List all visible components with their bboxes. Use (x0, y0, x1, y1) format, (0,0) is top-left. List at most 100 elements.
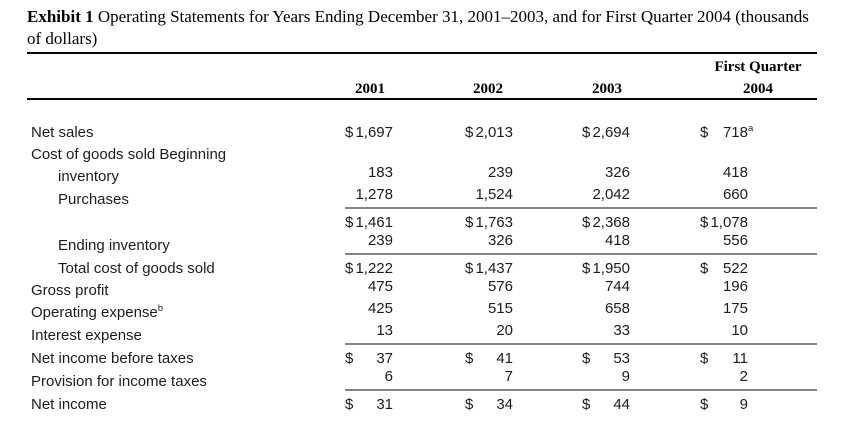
amount-value: 53 (613, 350, 630, 367)
amount-value: 34 (496, 396, 513, 413)
currency-sign: $ (700, 260, 709, 277)
amount-value: 2 (739, 368, 748, 385)
amount-value: 515 (487, 300, 513, 317)
currency-sign: $ (345, 260, 354, 277)
operating-statements-table: First Quarter 2001 2002 2003 2004 Net sa… (27, 54, 817, 413)
row-label: Net income (31, 396, 107, 413)
value-cell: $34 (462, 390, 582, 413)
amount: 6 (345, 368, 393, 385)
value-cell: $44 (582, 390, 699, 413)
currency-sign: $ (700, 124, 709, 141)
value-cell: $1,763 (462, 208, 582, 231)
amount-value: 1,222 (355, 260, 393, 277)
value-cell: 744 (582, 277, 699, 299)
amount-value: 20 (496, 322, 513, 339)
value-cell (345, 141, 462, 163)
value-cell: 239 (462, 163, 582, 185)
currency-sign: $ (700, 214, 709, 231)
table-row: Ending inventory 239 326 418 556 (27, 231, 817, 255)
value-cell: $522 (699, 254, 817, 277)
row-label: Gross profit (31, 282, 109, 299)
amount-value: 7 (504, 368, 513, 385)
amount-value: 196 (722, 278, 748, 295)
amount: 20 (465, 322, 513, 339)
value-cell: 2,042 (582, 185, 699, 209)
amount-value: 6 (384, 368, 393, 385)
amount: $11 (700, 350, 748, 367)
row-label (27, 208, 345, 231)
value-cell: 475 (345, 277, 462, 299)
amount-value: 37 (376, 350, 393, 367)
currency-sign: $ (345, 396, 354, 413)
value-cell: $2,368 (582, 208, 699, 231)
currency-sign: $ (465, 396, 474, 413)
value-cell: 183 (345, 163, 462, 185)
value-cell: 515 (462, 299, 582, 321)
amount: $1,222 (345, 260, 393, 277)
value-cell: $9 (699, 390, 817, 413)
value-cell: 33 (582, 321, 699, 345)
row-label: Purchases (58, 191, 129, 208)
amount-value: 326 (604, 164, 630, 181)
amount-value: 1,697 (355, 124, 393, 141)
value-cell: 9 (582, 367, 699, 391)
value-cell: 196 (699, 277, 817, 299)
amount: 418 (700, 164, 748, 181)
table-row: inventory 183 239 326 418 (27, 163, 817, 185)
amount-value: 1,524 (475, 186, 513, 203)
amount: $53 (582, 350, 630, 367)
currency-sign: $ (582, 350, 591, 367)
value-cell: $1,461 (345, 208, 462, 231)
amount: 744 (582, 278, 630, 295)
table-header: First Quarter 2001 2002 2003 2004 (27, 54, 817, 100)
amount-value: 175 (722, 300, 748, 317)
row-label: Interest expense (31, 327, 142, 344)
amount: 2,042 (582, 186, 630, 203)
amount-value: 9 (621, 368, 630, 385)
row-label: Net sales (31, 124, 94, 141)
value-cell: 418 (582, 231, 699, 255)
col-group-header: First Quarter (714, 59, 802, 75)
amount-value: 522 (722, 260, 748, 277)
amount: $1,763 (465, 214, 513, 231)
empty-header-cell (27, 76, 345, 100)
value-cell: 2 (699, 367, 817, 391)
amount-value: 2,013 (475, 124, 513, 141)
row-label: Provision for income taxes (31, 373, 207, 390)
currency-sign: $ (582, 396, 591, 413)
amount-value: 1,278 (355, 186, 393, 203)
amount: $37 (345, 350, 393, 367)
value-cell: $41 (462, 344, 582, 367)
amount: 326 (465, 232, 513, 249)
currency-sign: $ (700, 396, 709, 413)
currency-sign: $ (465, 260, 474, 277)
amount-value: 2,694 (592, 124, 630, 141)
value-cell: 1,278 (345, 185, 462, 209)
amount: $718 (700, 124, 748, 141)
currency-sign: $ (345, 350, 354, 367)
amount-value: 475 (367, 278, 393, 295)
amount: 7 (465, 368, 513, 385)
amount-value: 41 (496, 350, 513, 367)
amount-value: 718 (722, 124, 748, 141)
title-line1: Operating Statements for Years Ending De… (93, 7, 809, 26)
value-cell: $1,437 (462, 254, 582, 277)
value-cell (582, 141, 699, 163)
empty-header-cell (582, 54, 699, 76)
table-row: Net income before taxes $37 $41 $53 $11 (27, 344, 817, 367)
title-rule (27, 52, 817, 54)
value-cell: $11 (699, 344, 817, 367)
value-cell: $1,950 (582, 254, 699, 277)
amount-value: 576 (487, 278, 513, 295)
currency-sign: $ (465, 214, 474, 231)
currency-sign: $ (345, 214, 354, 231)
table-row: Cost of goods sold Beginning (27, 141, 817, 163)
amount-value: 418 (722, 164, 748, 181)
currency-sign: $ (582, 214, 591, 231)
empty-header-cell (345, 54, 462, 76)
col-header-2001: 2001 (345, 76, 462, 100)
value-cell: 7 (462, 367, 582, 391)
amount: $522 (700, 260, 748, 277)
table-body: Net sales $1,697 $2,013 $2,694 $718 a Cost of … (27, 99, 817, 413)
amount-value: 31 (376, 396, 393, 413)
